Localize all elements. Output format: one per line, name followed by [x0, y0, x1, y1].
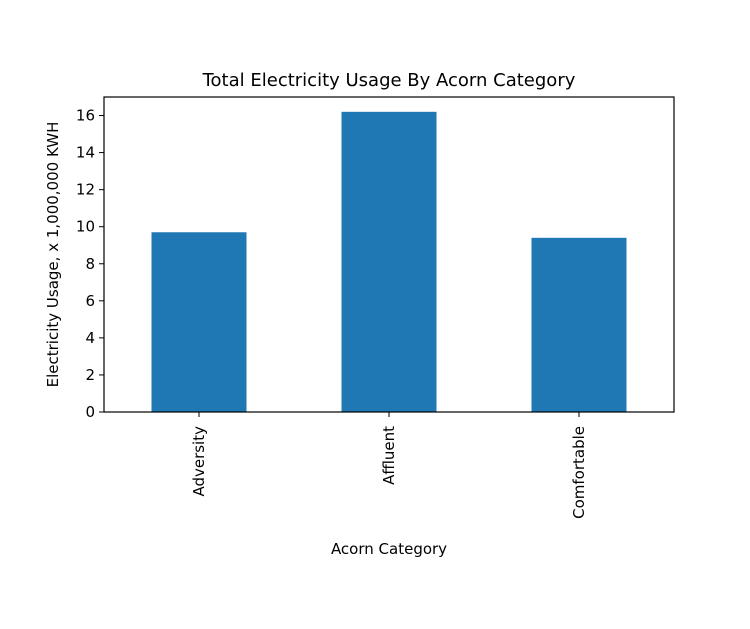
y-tick-label: 4 — [85, 329, 95, 347]
y-tick-label: 14 — [76, 144, 95, 162]
x-tick-label: Adversity — [190, 426, 208, 497]
bars-layer — [151, 111, 627, 412]
y-tick-label: 2 — [85, 366, 95, 384]
plot-area-frame — [103, 96, 675, 413]
bar-affluent — [341, 111, 437, 412]
y-axis-label: Electricity Usage, x 1,000,000 KWH — [44, 122, 62, 388]
y-tick-label: 12 — [76, 181, 95, 199]
x-tick-label: Affluent — [380, 426, 398, 485]
x-axis-ticks: Adversity Affluent Comfortable — [190, 412, 588, 519]
y-axis-ticks: 0 2 4 6 8 10 12 14 16 — [76, 107, 104, 421]
y-tick-label: 8 — [85, 255, 95, 273]
y-tick-label: 10 — [76, 218, 95, 236]
bar-comfortable — [531, 237, 627, 412]
y-tick-label: 0 — [85, 403, 95, 421]
x-axis-label: Acorn Category — [331, 540, 447, 558]
y-tick-label: 6 — [85, 292, 95, 310]
chart-title: Total Electricity Usage By Acorn Categor… — [202, 70, 576, 91]
y-tick-label: 16 — [76, 107, 95, 125]
bar-adversity — [151, 232, 247, 412]
x-tick-label: Comfortable — [570, 426, 588, 519]
